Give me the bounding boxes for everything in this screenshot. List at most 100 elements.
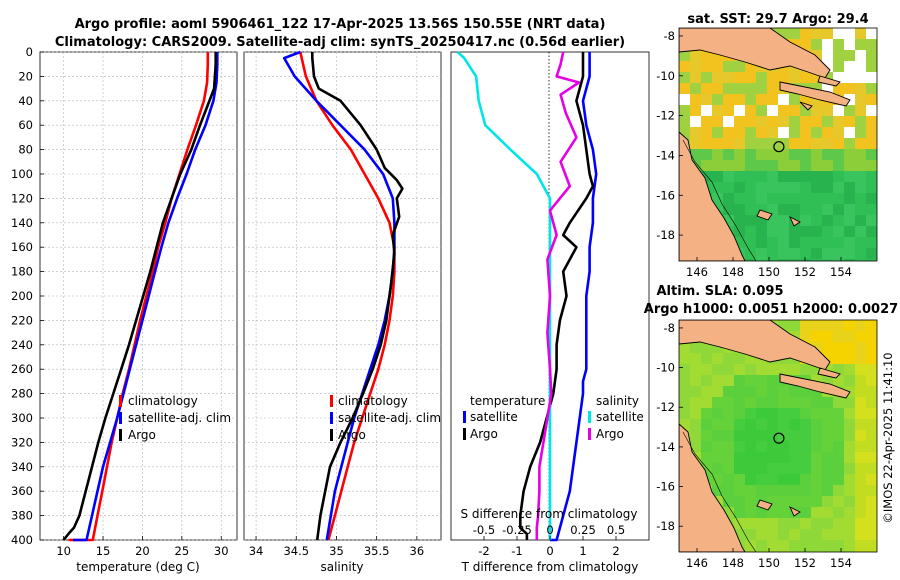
depth-tick-label: 40 — [18, 94, 33, 108]
map-cell — [844, 507, 855, 518]
map-cell — [855, 116, 866, 127]
map-cell — [855, 28, 866, 39]
s-tick-label: -0.5 — [473, 523, 495, 537]
map-cell — [679, 419, 690, 430]
map-cell — [866, 193, 877, 204]
map-cell — [778, 259, 789, 261]
map-cell — [690, 386, 701, 397]
map-cell — [690, 441, 701, 452]
map-cell — [712, 364, 723, 375]
map-cell — [679, 375, 690, 386]
map-cell — [844, 540, 855, 551]
map-cell — [701, 452, 712, 463]
map-cell — [767, 540, 778, 551]
map-cell — [679, 127, 690, 138]
salinity-xlabel: salinity — [320, 560, 363, 574]
map-cell — [767, 237, 778, 248]
depth-tick-label: 300 — [11, 411, 33, 425]
map-cell — [701, 72, 712, 83]
legend-swatch-s-argo — [588, 428, 591, 440]
map-cell — [822, 83, 833, 94]
legend-label-climatology: climatology — [128, 394, 198, 408]
map-cell — [734, 408, 745, 419]
map-cell — [811, 320, 822, 331]
map-cell — [778, 518, 789, 529]
map-cell — [800, 529, 811, 540]
x-tick-label: -1 — [511, 544, 522, 558]
map-cell — [866, 237, 877, 248]
map-cell — [866, 138, 877, 149]
map-cell — [789, 386, 800, 397]
map-cell — [800, 237, 811, 248]
map-cell — [690, 149, 701, 160]
map-cell — [690, 94, 701, 105]
series-s-argo — [535, 51, 581, 540]
series-climatology — [299, 51, 396, 541]
map-cell — [745, 72, 756, 83]
map-cell — [767, 364, 778, 375]
map-cell — [734, 61, 745, 72]
depth-tick-label: 360 — [11, 484, 33, 498]
map-cell — [822, 149, 833, 160]
map-cell — [712, 485, 723, 496]
map-cell — [855, 226, 866, 237]
map-cell — [800, 397, 811, 408]
series-argo — [311, 52, 404, 541]
map-cell — [844, 518, 855, 529]
map-cell — [712, 375, 723, 386]
map-cell — [866, 386, 877, 397]
depth-tick-label: 180 — [11, 265, 33, 279]
sla-map-title-2: Argo h1000: 0.0051 h2000: 0.0027 — [644, 302, 898, 317]
map-cell — [767, 248, 778, 259]
legend-swatch-climatology — [119, 395, 122, 407]
map-cell — [822, 204, 833, 215]
map-cell — [745, 518, 756, 529]
map-cell — [723, 463, 734, 474]
map-cell — [822, 342, 833, 353]
map-cell — [822, 320, 833, 331]
map-cell — [767, 72, 778, 83]
map-cell — [800, 215, 811, 226]
map-cell — [756, 160, 767, 171]
legend-label-climatology: climatology — [338, 394, 408, 408]
map-cell — [778, 160, 789, 171]
map-cell — [822, 507, 833, 518]
map-cell — [833, 342, 844, 353]
map-cell — [800, 39, 811, 50]
map-cell — [756, 171, 767, 182]
map-cell — [734, 386, 745, 397]
map-cell — [712, 441, 723, 452]
map-cell — [822, 61, 833, 72]
sla-land-new-guinea — [679, 320, 831, 371]
map-cell — [811, 138, 822, 149]
map-cell — [844, 171, 855, 182]
map-cell — [822, 160, 833, 171]
watermark: ©IMOS 22-Apr-2025 11:41:10 — [881, 352, 895, 523]
map-cell — [767, 496, 778, 507]
map-cell — [767, 441, 778, 452]
map-cell — [855, 507, 866, 518]
map-cell — [822, 138, 833, 149]
map-cell — [679, 397, 690, 408]
map-cell — [844, 226, 855, 237]
map-cell — [756, 149, 767, 160]
map-cell — [855, 463, 866, 474]
difference-xlabel: T difference from climatology — [461, 560, 639, 574]
map-cell — [712, 160, 723, 171]
map-cell — [767, 83, 778, 94]
sla-map-frame — [678, 319, 878, 553]
map-cell — [844, 320, 855, 331]
map-cell — [734, 160, 745, 171]
map-cell — [734, 419, 745, 430]
map-cell — [811, 105, 822, 116]
map-cell — [679, 342, 690, 353]
map-x-tick-label: 152 — [794, 556, 816, 570]
map-cell — [866, 215, 877, 226]
map-cell — [756, 127, 767, 138]
map-cell — [767, 474, 778, 485]
map-cell — [756, 452, 767, 463]
map-cell — [811, 226, 822, 237]
map-cell — [701, 160, 712, 171]
map-cell — [811, 441, 822, 452]
map-cell — [844, 474, 855, 485]
